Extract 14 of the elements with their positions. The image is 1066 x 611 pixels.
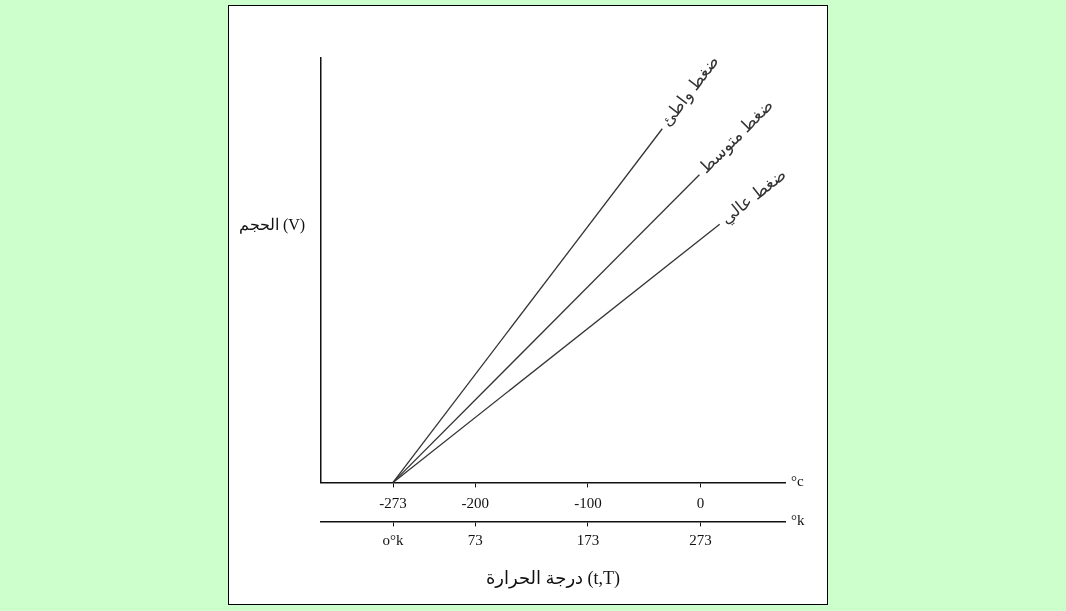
x-tick-label: -273 [379, 495, 407, 512]
text: °c [791, 473, 804, 490]
x-tick-label: -100 [574, 495, 602, 512]
y-axis-title: الحجم (V) [237, 215, 307, 236]
x-axis-title: درجة الحرارة (t,T) [485, 567, 621, 589]
text: ضغط عالي [717, 164, 791, 229]
text: °k [791, 512, 805, 529]
text: ضغط واطئ [656, 51, 723, 130]
x2-tick-label: 273 [689, 532, 712, 549]
x2-tick-label: 173 [576, 532, 600, 549]
x2-tick-label: o°k [382, 532, 405, 549]
x-tick-label: -200 [461, 495, 490, 512]
x-tick-label: 0 [696, 495, 705, 512]
x2-tick-label: 73 [467, 532, 483, 549]
